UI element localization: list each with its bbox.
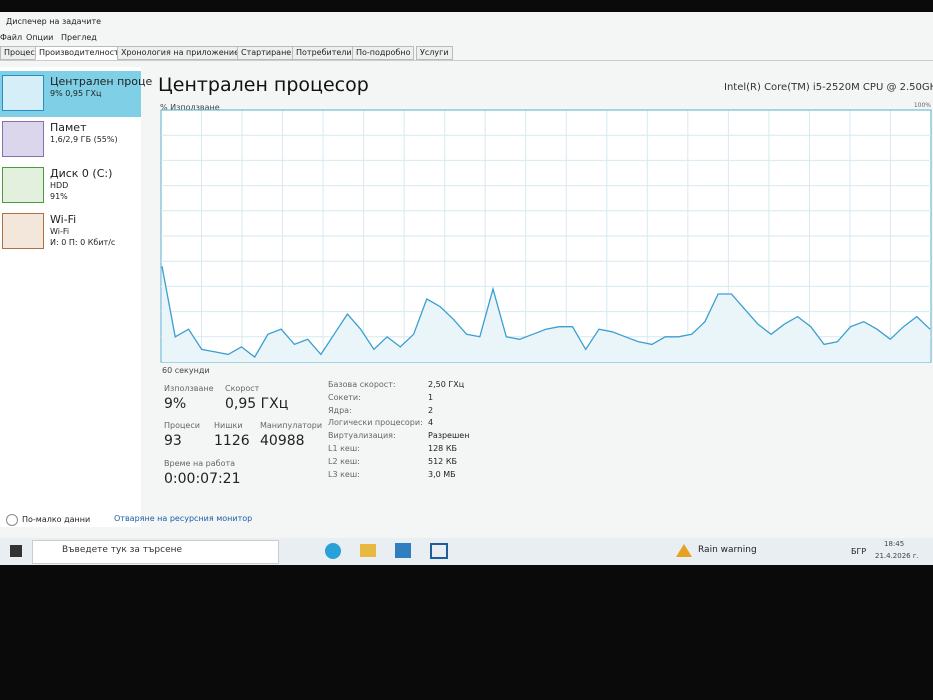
warning-icon	[676, 544, 692, 557]
thumbnail	[2, 121, 44, 157]
sidebar-item-detail: И: 0 П: 0 Кбит/с	[50, 238, 116, 247]
spec-value: 3,0 МБ	[428, 469, 456, 479]
stat-label: Манипулатори	[260, 421, 323, 430]
cpu-model: Intel(R) Core(TM) i5-2520M CPU @ 2.50GHz	[724, 82, 933, 93]
sidebar-item-name[interactable]: Диск 0 (C:)	[50, 167, 113, 180]
edge-icon[interactable]	[325, 543, 341, 559]
language[interactable]: БГР	[851, 547, 867, 556]
y-tick-label: 100%	[914, 102, 931, 109]
spec-value: 512 КБ	[428, 456, 457, 466]
tab[interactable]: Услуги	[416, 46, 453, 60]
taskbar: Въведете тук за търсене Rain warning БГР…	[0, 538, 933, 565]
sidebar-item-detail: Wi-Fi	[50, 227, 70, 236]
sidebar-item-name[interactable]: Wi-Fi	[50, 213, 77, 226]
usage-line	[161, 266, 931, 358]
y-axis-label: % Използване	[160, 103, 220, 112]
spec-value: 2	[428, 405, 434, 415]
collapse-icon[interactable]	[6, 514, 18, 526]
tab[interactable]: Потребители	[292, 46, 356, 60]
spec-value: 128 КБ	[428, 444, 457, 453]
clock-date[interactable]: 21.4.2026 г.	[875, 552, 919, 560]
menu-item[interactable]: Преглед	[61, 33, 97, 42]
sidebar-item-detail: 91%	[50, 192, 68, 201]
task-manager-window: Диспечер на задачите Файл Опции Преглед Пр…	[0, 12, 933, 565]
spec-label: Сокети:	[328, 392, 361, 402]
outlook-icon[interactable]	[395, 543, 411, 558]
spec-label: Ядра:	[328, 405, 352, 415]
start-button[interactable]	[10, 545, 22, 557]
stat-value: 0,95 ГХц	[225, 396, 289, 412]
window-title: Диспечер на задачите	[6, 17, 102, 26]
search-box[interactable]	[32, 540, 279, 564]
thumbnail	[2, 75, 44, 111]
clock-time[interactable]: 18:45	[884, 540, 905, 548]
stat-label: Нишки	[214, 421, 243, 430]
sidebar-item-detail: HDD	[50, 181, 69, 190]
tab[interactable]: Процеси	[0, 46, 44, 60]
spec-value: 1	[428, 392, 434, 402]
stat-label: Процеси	[164, 421, 200, 430]
taskmgr-icon[interactable]	[430, 543, 448, 559]
stat-label: Използване	[164, 384, 214, 393]
cpu-graph: 100%	[160, 102, 932, 363]
stat-label: Време на работа	[164, 459, 236, 468]
sidebar-item-name[interactable]: Централен проце	[50, 75, 153, 88]
spec-label: L2 кеш:	[328, 456, 360, 466]
sidebar-item-detail: 1,6/2,9 ГБ (55%)	[50, 135, 118, 144]
spec-value: Разрешен	[428, 431, 470, 441]
fewer-details[interactable]: По-малко данни	[22, 515, 91, 524]
tab[interactable]: По-подробно	[352, 46, 415, 60]
menu-item[interactable]: Опции	[26, 33, 54, 42]
stat-value: 93	[164, 433, 182, 449]
area	[162, 266, 930, 362]
spec-label: L3 кеш:	[328, 469, 360, 479]
thumbnail	[2, 213, 44, 249]
spec-value: 2,50 ГХц	[428, 380, 465, 389]
separator	[0, 60, 933, 61]
stat-value: 0:00:07:21	[164, 471, 241, 487]
x-axis-label: 60 секунди	[162, 366, 210, 375]
stat-value: 40988	[260, 433, 305, 449]
spec-label: L1 кеш:	[328, 444, 360, 453]
stat-value: 9%	[164, 396, 187, 412]
sidebar-item-detail: 9% 0,95 ГХц	[50, 89, 102, 98]
spec-label: Логически процесори:	[328, 418, 423, 428]
thumbnail	[2, 167, 44, 203]
panel-title: Централен процесор	[158, 74, 369, 96]
search-placeholder[interactable]: Въведете тук за търсене	[62, 545, 183, 555]
spec-value: 4	[428, 418, 434, 428]
menu-item[interactable]: Файл	[0, 33, 23, 42]
spec-label: Базова скорост:	[328, 380, 396, 389]
explorer-icon[interactable]	[360, 544, 376, 557]
spec-label: Виртуализация:	[328, 431, 396, 441]
sidebar-item-name[interactable]: Памет	[50, 121, 87, 134]
weather[interactable]: Rain warning	[698, 545, 757, 555]
stat-value: 1126	[214, 433, 250, 449]
stat-label: Скорост	[225, 384, 260, 393]
resource-monitor-link[interactable]: Отваряне на ресурсния монитор	[114, 514, 253, 523]
sidebar: Централен проце 9% 0,95 ГХц Памет 1,6/2,9 Г…	[0, 67, 152, 527]
